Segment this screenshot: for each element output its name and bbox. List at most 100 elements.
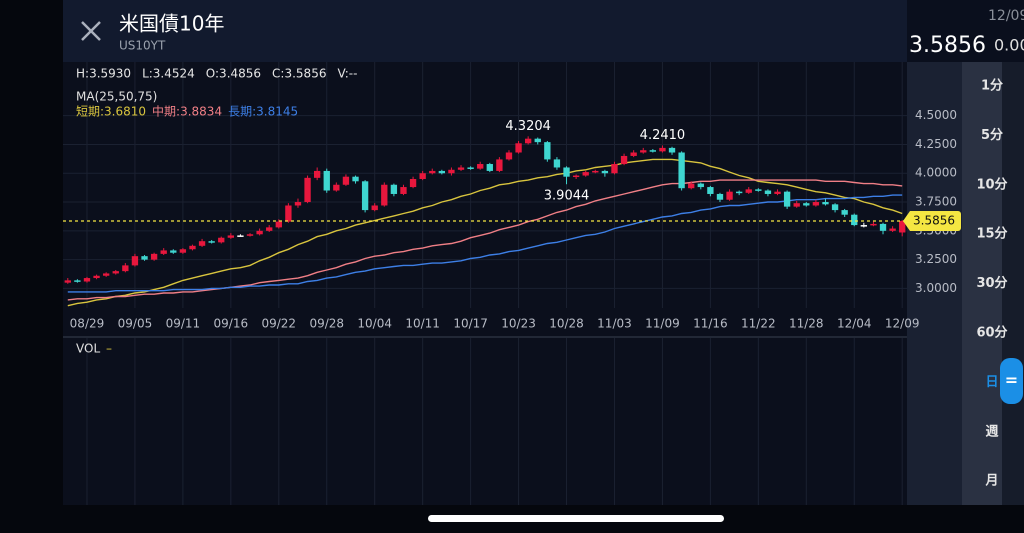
candle <box>553 157 561 170</box>
volume-label: VOL <box>76 342 100 356</box>
candle-body <box>841 210 848 215</box>
candle <box>668 146 676 155</box>
candle <box>659 145 666 153</box>
home-indicator <box>428 515 724 522</box>
candle-body <box>879 223 887 231</box>
candle <box>294 198 302 208</box>
candle-body <box>313 170 321 178</box>
candle-body <box>592 170 599 173</box>
x-tick-label: 11/22 <box>741 317 776 331</box>
x-tick-label: 11/16 <box>693 317 728 331</box>
timeframe-button[interactable]: 10分 <box>976 176 1007 192</box>
candle-body <box>812 202 820 206</box>
candle-body <box>505 152 513 160</box>
candle-body <box>112 271 119 274</box>
y-tick-label: 4.2500 <box>915 137 957 151</box>
candle <box>611 161 618 175</box>
candle <box>429 168 436 175</box>
candle <box>150 252 158 261</box>
x-tick-label: 12/09 <box>885 317 920 331</box>
x-tick-label: 09/28 <box>309 317 344 331</box>
candle <box>783 190 791 209</box>
timeframe-button[interactable]: 60分 <box>976 325 1007 341</box>
candle-body <box>793 203 800 207</box>
candle-body <box>419 173 426 179</box>
candle-body <box>323 170 330 191</box>
candle-body <box>524 138 532 144</box>
candle-body <box>246 234 254 236</box>
candle-body <box>198 241 206 246</box>
readout: C:3.5856 <box>272 67 326 81</box>
candle <box>112 269 119 275</box>
x-tick-label: 09/05 <box>118 317 153 331</box>
timeframe-button[interactable]: 5分 <box>981 127 1003 143</box>
candle <box>716 192 724 203</box>
timeframe-button[interactable]: 1分 <box>981 78 1003 94</box>
candle <box>198 238 206 247</box>
candle-body <box>64 280 71 283</box>
timeframe-button[interactable]: 月 <box>984 474 998 489</box>
candle-body <box>160 250 167 254</box>
candle <box>218 236 225 244</box>
candle <box>160 248 167 256</box>
candle-body <box>649 150 657 152</box>
candle <box>879 222 887 235</box>
candle <box>534 137 541 145</box>
timeframe-button[interactable]: 15分 <box>976 226 1007 242</box>
candle <box>601 169 609 177</box>
last-price-tag <box>903 210 961 231</box>
candle-body <box>582 172 589 176</box>
candle <box>793 200 800 208</box>
candle-body <box>361 181 369 211</box>
candle <box>726 189 733 201</box>
candle <box>582 170 589 177</box>
x-tick-label: 10/04 <box>357 317 392 331</box>
candle-body <box>783 191 791 207</box>
candle <box>774 189 781 196</box>
candle-body <box>831 204 839 211</box>
annotation: 4.2410 <box>640 128 686 143</box>
ma-line <box>67 158 903 307</box>
x-tick-label: 11/28 <box>789 317 824 331</box>
candle-body <box>381 184 388 206</box>
candle-body <box>611 164 618 174</box>
ma-line <box>67 179 903 301</box>
price-axis-area <box>907 62 962 505</box>
y-tick-label: 3.0000 <box>915 281 957 295</box>
candle-body <box>304 177 311 203</box>
candle-body <box>697 183 704 188</box>
candle <box>122 263 129 273</box>
candle-body <box>563 167 570 177</box>
scroll-handle[interactable] <box>1000 358 1023 404</box>
timeframe-button[interactable]: 30分 <box>976 275 1007 291</box>
candle <box>889 226 896 232</box>
candle-body <box>150 253 158 260</box>
candle-body <box>102 273 110 276</box>
legend-entry: 短期:3.6810 <box>76 105 146 119</box>
candle <box>899 220 906 237</box>
candle <box>735 190 743 196</box>
close-button[interactable] <box>81 21 101 41</box>
candle <box>74 279 81 283</box>
timeframe-button[interactable]: 週 <box>985 424 998 439</box>
candle <box>755 188 762 192</box>
candle-body <box>899 220 906 233</box>
top-bar <box>63 0 907 62</box>
candle-body <box>131 256 139 266</box>
candle-body <box>179 249 187 253</box>
volume-value: – <box>106 342 112 356</box>
annotation: 4.3204 <box>505 119 551 134</box>
x-tick-label: 09/22 <box>261 317 296 331</box>
candle-body <box>630 152 637 156</box>
change: 0.00 <box>994 36 1024 55</box>
candle-body <box>170 250 177 253</box>
timeframe-button[interactable]: 日 <box>985 375 998 390</box>
candle-body <box>409 178 417 188</box>
price-header <box>907 0 1024 62</box>
candle <box>707 185 714 197</box>
symbol: US10YT <box>119 39 166 53</box>
candle-body <box>457 167 465 170</box>
candle <box>457 165 465 171</box>
candle-body <box>544 142 551 160</box>
candle-body <box>860 225 868 227</box>
